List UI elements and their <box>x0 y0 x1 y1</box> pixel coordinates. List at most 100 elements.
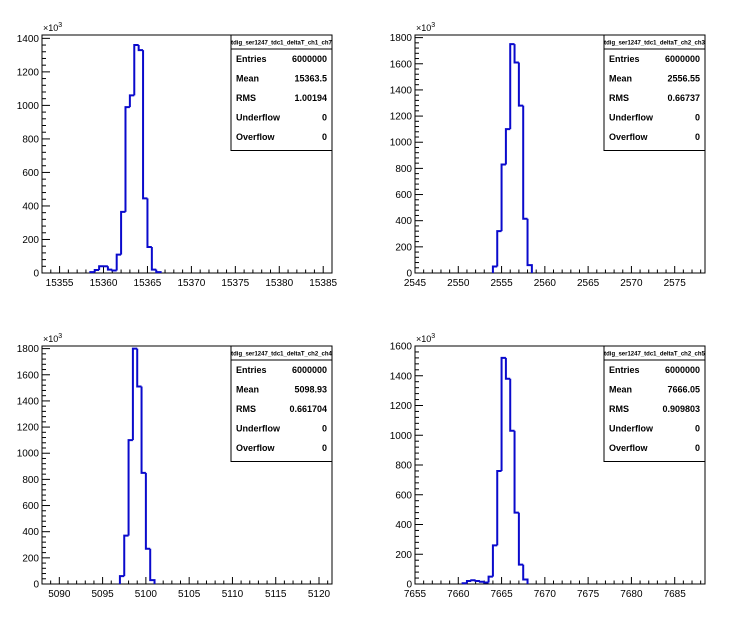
y-tick-label: 200 <box>395 242 412 253</box>
stats-box: tdig_ser1247_tdc1_deltaT_ch2_ch3 Entries 6… <box>603 34 706 151</box>
y-tick-label: 1000 <box>17 449 40 460</box>
stats-label: Overflow <box>236 443 276 453</box>
stats-box: tdig_ser1247_tdc1_deltaT_ch2_ch4 Entries 6… <box>230 345 333 462</box>
histogram-bin <box>526 218 533 273</box>
stats-label: Entries <box>609 365 640 375</box>
y-tick-label: 1000 <box>390 138 413 149</box>
y-tick-label: 1800 <box>17 344 40 355</box>
stats-label: Underflow <box>609 424 654 434</box>
histogram-bin <box>478 580 485 583</box>
histogram-bin <box>140 386 146 474</box>
histogram-bin <box>149 548 156 584</box>
histogram-bin <box>128 94 135 108</box>
y-tick-label: 200 <box>22 235 39 246</box>
stats-box-title: tdig_ser1247_tdc1_deltaT_ch2_ch4 <box>231 352 332 358</box>
histogram-bin <box>98 265 104 270</box>
histogram-bin <box>124 106 130 212</box>
histogram-bin <box>118 575 125 584</box>
y-tick-label: 1600 <box>17 370 40 381</box>
y-tick-label: 1200 <box>390 401 413 412</box>
histogram-bin <box>491 265 498 273</box>
histogram-bin <box>487 575 493 583</box>
plot-frame <box>41 345 333 585</box>
stats-value: 0 <box>695 113 700 123</box>
x-tick-label: 7655 <box>404 589 427 600</box>
stats-value: 6000000 <box>665 54 700 64</box>
stats-value: 0.661704 <box>289 404 327 414</box>
histogram-bin <box>133 44 139 96</box>
histogram-bin <box>127 439 133 536</box>
y-tick-label: 200 <box>395 550 412 561</box>
y-tick-label: 1200 <box>17 67 40 78</box>
histogram-bin <box>517 62 524 107</box>
histogram-series <box>491 43 533 273</box>
x-tick-label: 5115 <box>265 589 287 600</box>
stats-value: 0 <box>695 424 700 434</box>
stats-box-title: tdig_ser1247_tdc1_deltaT_ch2_ch3 <box>604 41 705 47</box>
stats-value: 0 <box>322 443 327 453</box>
histogram-bin <box>509 43 515 130</box>
histogram-bin <box>465 580 472 584</box>
stats-box-frame <box>603 34 706 151</box>
histogram-panel-3: 5090 5095 5100 5105 5110 5115 5120 0 200 400 600 80… <box>17 333 333 600</box>
plot-frame <box>414 34 706 274</box>
stats-value: 6000000 <box>665 365 700 375</box>
stats-value: 1.00194 <box>294 93 327 103</box>
stats-label: RMS <box>609 93 629 103</box>
histogram-bin <box>137 45 144 52</box>
x-tick-label: 5120 <box>308 589 331 600</box>
histogram-bin <box>106 266 113 271</box>
histogram-bin <box>500 356 506 471</box>
x-tick-label: 5100 <box>135 589 158 600</box>
stats-label: Underflow <box>236 424 281 434</box>
x-tick-label: 5095 <box>91 589 114 600</box>
y-tick-label: 1600 <box>390 59 413 70</box>
y-tick-label: 1600 <box>390 342 413 353</box>
x-tick-label: 2545 <box>404 278 427 289</box>
y-tick-label: 1400 <box>390 85 413 96</box>
stats-value: 0 <box>322 113 327 123</box>
histogram-bin <box>517 512 524 566</box>
stats-label: Underflow <box>609 113 654 123</box>
x-tick-label: 7670 <box>534 589 557 600</box>
x-tick-label: 15355 <box>46 278 74 289</box>
stats-box-frame <box>230 345 333 462</box>
stats-value: 15363.5 <box>294 74 327 84</box>
y-tick-label: 1400 <box>17 396 40 407</box>
stats-value: 0.909803 <box>662 404 700 414</box>
histogram-bin <box>142 50 148 200</box>
x-tick-label: 7665 <box>490 589 513 600</box>
stats-box-title: tdig_ser1247_tdc1_deltaT_ch2_ch5 <box>604 352 705 358</box>
y-tick-label: 600 <box>22 168 39 179</box>
y-tick-label: 400 <box>395 520 412 531</box>
stats-value: 0 <box>695 132 700 142</box>
histogram-bin <box>144 472 151 550</box>
y-tick-label: 1000 <box>390 431 413 442</box>
y-tick-label: 400 <box>22 201 39 212</box>
stats-label: Underflow <box>236 113 281 123</box>
histogram-series <box>461 356 529 585</box>
y-tick-label: 800 <box>22 475 39 486</box>
y-tick-label: 800 <box>22 134 39 145</box>
x-tick-label: 2570 <box>620 278 643 289</box>
histogram-bin <box>123 534 129 577</box>
histogram-series <box>118 347 156 584</box>
y-axis-exponent: ×103 <box>416 22 435 33</box>
y-tick-label: 1400 <box>17 34 40 45</box>
histogram-bin <box>513 44 519 64</box>
stats-box-title: tdig_ser1247_tdc1_deltaT_ch1_ch7 <box>231 41 332 47</box>
histogram-bin <box>504 128 511 165</box>
histogram-panel-4: 7655 7660 7665 7670 7675 7680 7685 0 200 400 600 80… <box>390 333 706 600</box>
stats-label: Overflow <box>609 443 649 453</box>
histogram-bin <box>136 348 142 388</box>
x-tick-label: 2560 <box>534 278 557 289</box>
histogram-bin <box>146 198 152 249</box>
y-axis-exponent: ×103 <box>43 22 62 33</box>
stats-label: Entries <box>609 54 640 64</box>
stats-box: tdig_ser1247_tdc1_deltaT_ch1_ch7 Entries 6… <box>230 34 333 151</box>
x-tick-label: 7660 <box>447 589 470 600</box>
histogram-bin <box>496 230 502 267</box>
x-tick-label: 2565 <box>577 278 600 289</box>
y-tick-label: 1000 <box>17 101 40 112</box>
